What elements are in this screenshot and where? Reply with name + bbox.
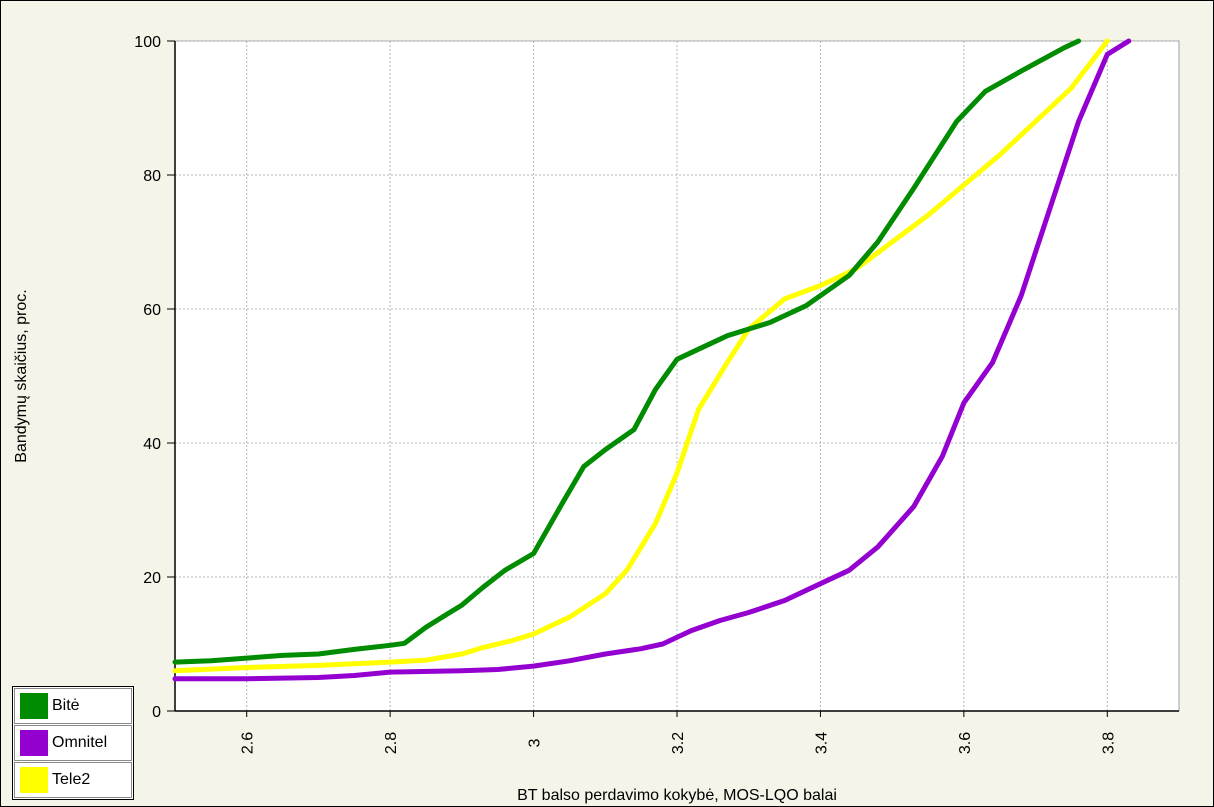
series-line-tele2 — [172, 38, 1110, 674]
x-axis-label: BT balso perdavimo kokybė, MOS-LQO balai — [517, 787, 837, 804]
y-tick-label: 20 — [143, 570, 161, 587]
legend-swatch-bite — [20, 693, 48, 719]
x-tick-label: 3.8 — [1100, 732, 1117, 754]
legend: Bitė Omnitel Tele2 — [12, 686, 134, 800]
y-tick-label: 60 — [143, 302, 161, 319]
y-axis-label: Bandymų skaičius, proc. — [13, 289, 30, 462]
axes: 2.6 2.8 3 3.2 3.4 3.6 3.8 20 40 60 80 100 0 — [134, 34, 1179, 754]
legend-item-bite: Bitė — [14, 688, 132, 724]
y-tick-label: 80 — [143, 168, 161, 185]
legend-item-omnitel: Omnitel — [14, 725, 132, 761]
y-tick-label: 100 — [134, 34, 161, 51]
x-tick-label: 2.6 — [240, 732, 257, 754]
series-lines — [172, 38, 1132, 682]
y-tick-label: 40 — [143, 436, 161, 453]
legend-swatch-tele2 — [20, 767, 48, 793]
series-line-omnitel — [172, 38, 1132, 682]
series-line-bit- — [172, 38, 1082, 665]
legend-label-bite: Bitė — [52, 697, 80, 714]
x-tick-label: 3 — [527, 738, 544, 747]
gridlines — [175, 40, 1179, 711]
legend-label-tele2: Tele2 — [52, 771, 91, 788]
x-tick-label: 3.4 — [813, 732, 830, 754]
x-tick-label: 2.8 — [383, 732, 400, 754]
x-tick-label: 3.2 — [670, 732, 687, 754]
legend-item-tele2: Tele2 — [14, 762, 132, 798]
legend-label-omnitel: Omnitel — [52, 734, 108, 751]
legend-swatch-omnitel — [20, 730, 48, 756]
x-tick-label: 3.6 — [957, 732, 974, 754]
y-tick-label: 0 — [152, 704, 161, 721]
plot-area — [174, 40, 1180, 712]
